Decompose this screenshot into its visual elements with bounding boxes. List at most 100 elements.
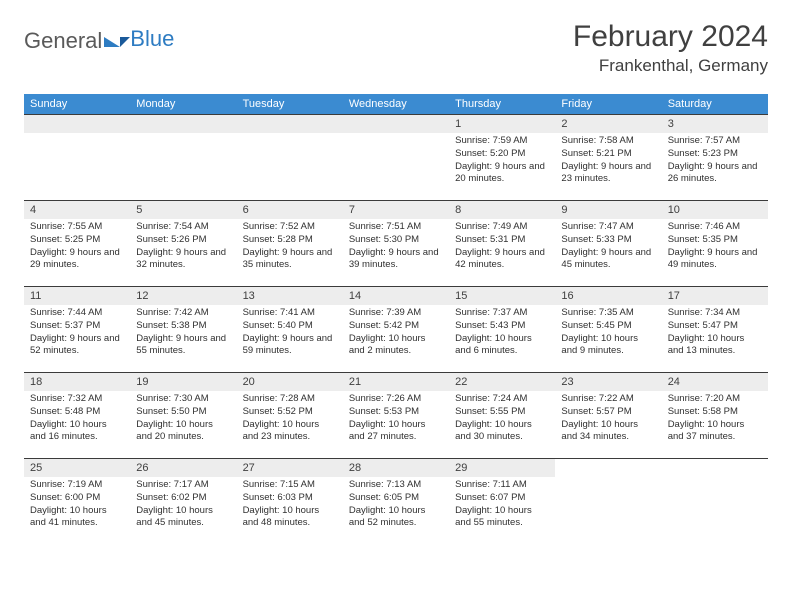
day-number: 18	[24, 373, 130, 391]
day-cell: 20Sunrise: 7:28 AMSunset: 5:52 PMDayligh…	[237, 373, 343, 459]
day-number: 6	[237, 201, 343, 219]
day-details: Sunrise: 7:26 AMSunset: 5:53 PMDaylight:…	[343, 391, 449, 448]
day-details: Sunrise: 7:22 AMSunset: 5:57 PMDaylight:…	[555, 391, 661, 448]
calendar-week-row: 18Sunrise: 7:32 AMSunset: 5:48 PMDayligh…	[24, 373, 768, 459]
day-cell: 10Sunrise: 7:46 AMSunset: 5:35 PMDayligh…	[662, 201, 768, 287]
day-cell: 28Sunrise: 7:13 AMSunset: 6:05 PMDayligh…	[343, 459, 449, 545]
day-cell: 26Sunrise: 7:17 AMSunset: 6:02 PMDayligh…	[130, 459, 236, 545]
day-number: 23	[555, 373, 661, 391]
day-number: 15	[449, 287, 555, 305]
day-details: Sunrise: 7:19 AMSunset: 6:00 PMDaylight:…	[24, 477, 130, 534]
day-number: 10	[662, 201, 768, 219]
day-number: 8	[449, 201, 555, 219]
day-number: 4	[24, 201, 130, 219]
day-cell: 25Sunrise: 7:19 AMSunset: 6:00 PMDayligh…	[24, 459, 130, 545]
header: GeneralBlue February 2024 Frankenthal, G…	[24, 20, 768, 76]
day-number: 20	[237, 373, 343, 391]
day-number: 9	[555, 201, 661, 219]
day-cell: 4Sunrise: 7:55 AMSunset: 5:25 PMDaylight…	[24, 201, 130, 287]
day-number: 14	[343, 287, 449, 305]
day-details: Sunrise: 7:47 AMSunset: 5:33 PMDaylight:…	[555, 219, 661, 276]
day-number: 25	[24, 459, 130, 477]
calendar-week-row: 1Sunrise: 7:59 AMSunset: 5:20 PMDaylight…	[24, 115, 768, 201]
day-number: 28	[343, 459, 449, 477]
empty-day-cell	[24, 115, 130, 201]
day-cell: 11Sunrise: 7:44 AMSunset: 5:37 PMDayligh…	[24, 287, 130, 373]
day-details: Sunrise: 7:28 AMSunset: 5:52 PMDaylight:…	[237, 391, 343, 448]
day-number: 29	[449, 459, 555, 477]
day-details: Sunrise: 7:32 AMSunset: 5:48 PMDaylight:…	[24, 391, 130, 448]
day-details: Sunrise: 7:34 AMSunset: 5:47 PMDaylight:…	[662, 305, 768, 362]
day-details: Sunrise: 7:55 AMSunset: 5:25 PMDaylight:…	[24, 219, 130, 276]
day-details: Sunrise: 7:39 AMSunset: 5:42 PMDaylight:…	[343, 305, 449, 362]
weekday-header: Monday	[130, 94, 236, 115]
day-number: 13	[237, 287, 343, 305]
day-details: Sunrise: 7:11 AMSunset: 6:07 PMDaylight:…	[449, 477, 555, 534]
day-details: Sunrise: 7:13 AMSunset: 6:05 PMDaylight:…	[343, 477, 449, 534]
day-cell: 2Sunrise: 7:58 AMSunset: 5:21 PMDaylight…	[555, 115, 661, 201]
day-number: 21	[343, 373, 449, 391]
day-cell: 21Sunrise: 7:26 AMSunset: 5:53 PMDayligh…	[343, 373, 449, 459]
day-number: 1	[449, 115, 555, 133]
day-number: 16	[555, 287, 661, 305]
weekday-header: Thursday	[449, 94, 555, 115]
empty-day-cell	[130, 115, 236, 201]
month-title: February 2024	[573, 20, 768, 54]
day-cell: 14Sunrise: 7:39 AMSunset: 5:42 PMDayligh…	[343, 287, 449, 373]
day-details: Sunrise: 7:17 AMSunset: 6:02 PMDaylight:…	[130, 477, 236, 534]
day-details: Sunrise: 7:57 AMSunset: 5:23 PMDaylight:…	[662, 133, 768, 190]
weekday-header: Tuesday	[237, 94, 343, 115]
day-number: 11	[24, 287, 130, 305]
empty-day-cell	[555, 459, 661, 545]
empty-day-cell	[343, 115, 449, 201]
day-cell: 22Sunrise: 7:24 AMSunset: 5:55 PMDayligh…	[449, 373, 555, 459]
day-cell: 15Sunrise: 7:37 AMSunset: 5:43 PMDayligh…	[449, 287, 555, 373]
calendar-week-row: 25Sunrise: 7:19 AMSunset: 6:00 PMDayligh…	[24, 459, 768, 545]
day-number: 22	[449, 373, 555, 391]
day-cell: 6Sunrise: 7:52 AMSunset: 5:28 PMDaylight…	[237, 201, 343, 287]
empty-day-num	[237, 115, 343, 133]
day-cell: 17Sunrise: 7:34 AMSunset: 5:47 PMDayligh…	[662, 287, 768, 373]
day-details: Sunrise: 7:30 AMSunset: 5:50 PMDaylight:…	[130, 391, 236, 448]
day-details: Sunrise: 7:51 AMSunset: 5:30 PMDaylight:…	[343, 219, 449, 276]
empty-day-cell	[662, 459, 768, 545]
calendar-week-row: 11Sunrise: 7:44 AMSunset: 5:37 PMDayligh…	[24, 287, 768, 373]
weekday-header: Saturday	[662, 94, 768, 115]
empty-day-cell	[237, 115, 343, 201]
weekday-header-row: Sunday Monday Tuesday Wednesday Thursday…	[24, 94, 768, 115]
weekday-header: Friday	[555, 94, 661, 115]
day-details: Sunrise: 7:49 AMSunset: 5:31 PMDaylight:…	[449, 219, 555, 276]
logo: GeneralBlue	[24, 20, 174, 54]
empty-day-num	[343, 115, 449, 133]
day-details: Sunrise: 7:54 AMSunset: 5:26 PMDaylight:…	[130, 219, 236, 276]
day-number: 24	[662, 373, 768, 391]
weekday-header: Sunday	[24, 94, 130, 115]
day-cell: 9Sunrise: 7:47 AMSunset: 5:33 PMDaylight…	[555, 201, 661, 287]
day-details: Sunrise: 7:37 AMSunset: 5:43 PMDaylight:…	[449, 305, 555, 362]
day-cell: 3Sunrise: 7:57 AMSunset: 5:23 PMDaylight…	[662, 115, 768, 201]
day-details: Sunrise: 7:52 AMSunset: 5:28 PMDaylight:…	[237, 219, 343, 276]
day-number: 5	[130, 201, 236, 219]
day-cell: 18Sunrise: 7:32 AMSunset: 5:48 PMDayligh…	[24, 373, 130, 459]
day-number: 19	[130, 373, 236, 391]
day-details: Sunrise: 7:42 AMSunset: 5:38 PMDaylight:…	[130, 305, 236, 362]
day-cell: 13Sunrise: 7:41 AMSunset: 5:40 PMDayligh…	[237, 287, 343, 373]
day-details: Sunrise: 7:20 AMSunset: 5:58 PMDaylight:…	[662, 391, 768, 448]
empty-day-num	[130, 115, 236, 133]
day-cell: 19Sunrise: 7:30 AMSunset: 5:50 PMDayligh…	[130, 373, 236, 459]
day-cell: 24Sunrise: 7:20 AMSunset: 5:58 PMDayligh…	[662, 373, 768, 459]
empty-day-num	[24, 115, 130, 133]
day-cell: 8Sunrise: 7:49 AMSunset: 5:31 PMDaylight…	[449, 201, 555, 287]
day-details: Sunrise: 7:15 AMSunset: 6:03 PMDaylight:…	[237, 477, 343, 534]
day-number: 3	[662, 115, 768, 133]
day-cell: 7Sunrise: 7:51 AMSunset: 5:30 PMDaylight…	[343, 201, 449, 287]
day-number: 17	[662, 287, 768, 305]
weekday-header: Wednesday	[343, 94, 449, 115]
day-details: Sunrise: 7:46 AMSunset: 5:35 PMDaylight:…	[662, 219, 768, 276]
calendar-week-row: 4Sunrise: 7:55 AMSunset: 5:25 PMDaylight…	[24, 201, 768, 287]
day-number: 7	[343, 201, 449, 219]
day-details: Sunrise: 7:41 AMSunset: 5:40 PMDaylight:…	[237, 305, 343, 362]
day-number: 12	[130, 287, 236, 305]
day-details: Sunrise: 7:24 AMSunset: 5:55 PMDaylight:…	[449, 391, 555, 448]
day-details: Sunrise: 7:35 AMSunset: 5:45 PMDaylight:…	[555, 305, 661, 362]
